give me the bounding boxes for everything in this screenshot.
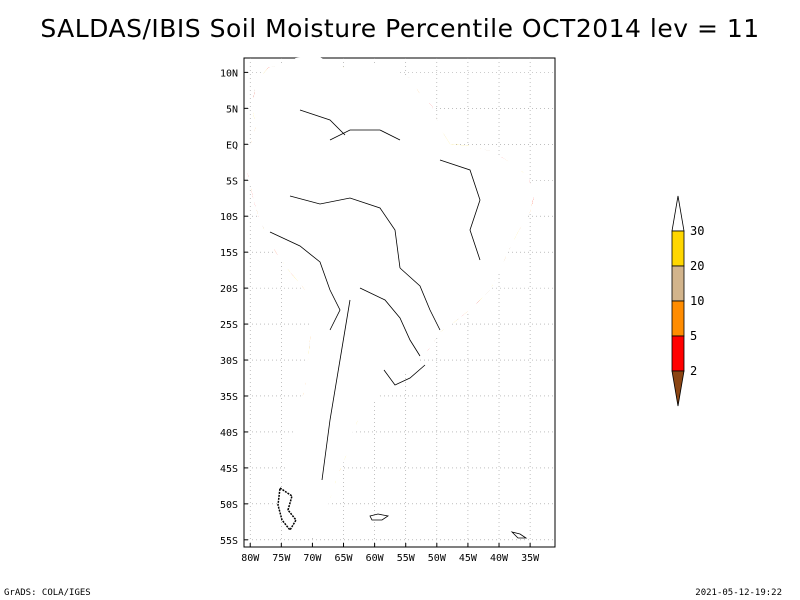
legend-bin-top — [671, 195, 685, 232]
legend-bin-bottom — [671, 370, 685, 407]
lon-tick-label: 40W — [490, 553, 509, 564]
legend-bin — [671, 265, 685, 302]
lat-tick-label: EQ — [226, 140, 238, 151]
longitude-labels: 80W 75W 70W 65W 60W 55W 50W 45W 40W 35W — [241, 543, 540, 564]
lon-tick-label: 65W — [334, 553, 353, 564]
legend-bin — [671, 335, 685, 372]
lat-tick-label: 15S — [220, 248, 238, 259]
south-georgia — [510, 531, 528, 539]
lat-tick-label: 40S — [220, 428, 238, 439]
country-borders — [269, 109, 481, 481]
lon-tick-label: 35W — [521, 553, 540, 564]
lon-tick-label: 45W — [459, 553, 478, 564]
lon-tick-label: 50W — [428, 553, 447, 564]
lat-tick-label: 5S — [226, 176, 238, 187]
lon-tick-label: 75W — [272, 553, 291, 564]
map-title: SALDAS/IBIS Soil Moisture Percentile OCT… — [40, 14, 760, 43]
legend-bin — [671, 300, 685, 337]
lon-tick-label: 60W — [366, 553, 385, 564]
lat-tick-label: 10N — [220, 68, 238, 79]
lat-tick-label: 25S — [220, 320, 238, 331]
footer-credit: GrADS: COLA/IGES — [4, 588, 91, 598]
lat-tick-label: 30S — [220, 356, 238, 367]
lat-tick-label: 45S — [220, 464, 238, 475]
lat-tick-label: 5N — [226, 104, 238, 115]
legend-label: 20 — [690, 259, 704, 273]
footer-timestamp: 2021-05-12-19:22 — [695, 588, 782, 598]
lat-tick-label: 10S — [220, 212, 238, 223]
lon-tick-label: 55W — [397, 553, 416, 564]
legend-label: 2 — [690, 364, 697, 378]
lat-tick-label: 35S — [220, 392, 238, 403]
lon-tick-label: 80W — [241, 553, 260, 564]
chile-fjords — [277, 486, 297, 532]
legend-label: 30 — [690, 224, 704, 238]
color-legend: 30 20 10 5 2 — [671, 195, 704, 407]
lon-tick-label: 70W — [303, 553, 322, 564]
legend-label: 10 — [690, 294, 704, 308]
latitude-labels: 10N 5N EQ 5S 10S 15S 20S 25S 30S 35S 40S 45S 50S 55S — [220, 68, 248, 547]
lat-tick-label: 50S — [220, 500, 238, 511]
legend-label: 5 — [690, 329, 697, 343]
lat-tick-label: 55S — [220, 536, 238, 547]
legend-bin — [671, 230, 685, 267]
lat-tick-label: 20S — [220, 284, 238, 295]
falkland-islands — [369, 513, 390, 521]
